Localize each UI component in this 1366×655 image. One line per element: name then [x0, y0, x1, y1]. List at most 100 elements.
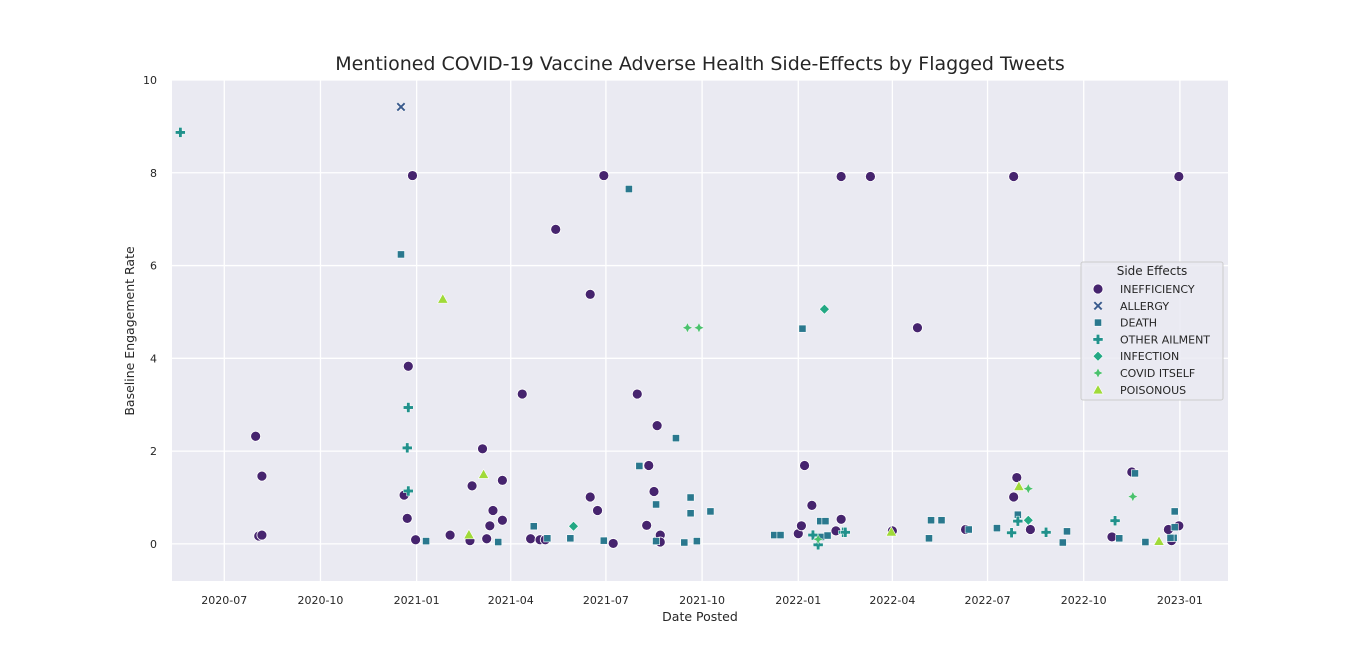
point-covid-itself [1022, 483, 1034, 495]
point-poisonous [1013, 480, 1025, 491]
point-death [635, 462, 644, 470]
point-inefficiency [401, 512, 413, 524]
point-inefficiency [484, 520, 496, 532]
point-inefficiency [651, 420, 663, 431]
x-tick-label: 2022-07 [965, 594, 1011, 607]
point-other-ailment [840, 527, 851, 538]
point-death [821, 517, 830, 526]
point-inefficiency [1011, 472, 1023, 483]
point-death [823, 531, 832, 540]
point-death [776, 531, 785, 539]
point-death [964, 525, 973, 534]
point-death [1141, 538, 1150, 546]
point-inefficiency [466, 480, 478, 492]
point-death [1115, 534, 1124, 543]
point-death [1166, 533, 1175, 542]
point-inefficiency [607, 538, 619, 549]
y-tick-label: 8 [150, 167, 157, 180]
y-tick-label: 4 [150, 352, 157, 365]
point-inefficiency [835, 513, 847, 525]
point-death [529, 522, 538, 531]
point-inefficiency [835, 171, 847, 182]
legend-box [1080, 261, 1224, 401]
point-inefficiency [1024, 524, 1036, 535]
point-inefficiency [256, 470, 268, 482]
point-inefficiency [256, 529, 268, 541]
point-inefficiency [643, 460, 655, 471]
point-inefficiency [496, 514, 508, 526]
x-tick-label: 2021-07 [583, 594, 629, 607]
x-tick-label: 2021-01 [394, 594, 440, 607]
point-death [599, 536, 608, 545]
chart-title: Mentioned COVID-19 Vaccine Adverse Healt… [335, 53, 1065, 75]
point-death [927, 516, 935, 525]
y-tick-label: 0 [150, 538, 157, 551]
legend-marker-covid-itself [1092, 367, 1104, 379]
point-inefficiency [806, 499, 818, 511]
point-inefficiency [584, 288, 596, 300]
point-death [692, 537, 701, 546]
point-poisonous [463, 528, 475, 540]
point-infection [818, 303, 830, 315]
point-other-ailment [1006, 527, 1017, 539]
point-poisonous [437, 293, 449, 304]
legend-marker-poisonous [1092, 383, 1104, 395]
point-inefficiency [481, 533, 493, 545]
x-tick-label: 2020-10 [297, 594, 343, 607]
point-other-ailment [403, 485, 414, 497]
point-poisonous [885, 526, 898, 537]
y-tick-label: 2 [150, 445, 157, 458]
point-inefficiency [641, 519, 653, 531]
legend-marker-allergy [1093, 300, 1103, 311]
point-inefficiency [631, 388, 643, 400]
point-inefficiency [525, 533, 537, 545]
point-poisonous [1153, 535, 1165, 546]
point-inefficiency [648, 486, 660, 497]
point-death [1063, 527, 1071, 536]
point-covid-itself [681, 322, 693, 334]
data-points [175, 101, 1185, 551]
point-inefficiency [487, 505, 499, 516]
point-death [652, 500, 660, 509]
point-death [652, 537, 660, 546]
point-inefficiency [477, 443, 488, 455]
point-inefficiency [592, 505, 603, 516]
legend-label-other-ailment: OTHER AILMENT [1120, 333, 1210, 346]
point-death [672, 434, 680, 443]
point-inefficiency [1008, 491, 1020, 503]
x-tick-label: 2023-01 [1157, 594, 1203, 607]
point-death [1170, 507, 1179, 516]
point-inefficiency [516, 388, 528, 400]
point-other-ailment [175, 127, 186, 138]
point-inefficiency [1008, 171, 1020, 182]
x-tick-label: 2022-04 [869, 594, 915, 607]
y-tick-label: 6 [150, 260, 157, 273]
point-death [706, 507, 715, 516]
x-tick-label: 2022-01 [775, 594, 821, 607]
legend-label-allergy: ALLERGY [1120, 300, 1169, 313]
point-inefficiency [865, 171, 876, 182]
point-death [680, 538, 689, 547]
point-allergy [396, 101, 406, 112]
point-inefficiency [550, 223, 562, 235]
legend-title: Side Effects [1117, 264, 1188, 278]
point-death [925, 534, 933, 543]
legend-label-infection: INFECTION [1120, 350, 1179, 363]
point-death [937, 516, 946, 525]
x-axis-label: Date Posted [662, 609, 738, 624]
point-death [543, 534, 552, 543]
point-other-ailment [403, 402, 414, 413]
point-inefficiency [799, 460, 810, 471]
point-inefficiency [496, 474, 508, 486]
point-inefficiency [912, 322, 923, 334]
legend-items: INEFFICIENCY ALLERGY DEATH OTHER AILMENT INF… [1092, 283, 1210, 397]
point-inefficiency [407, 170, 418, 181]
point-infection [1022, 514, 1034, 526]
point-death [993, 524, 1001, 533]
point-death [494, 538, 503, 546]
point-death [1170, 523, 1179, 532]
legend-label-poisonous: POISONOUS [1120, 384, 1186, 397]
point-other-ailment [1040, 527, 1052, 538]
legend-label-covid-itself: COVID ITSELF [1120, 367, 1195, 380]
